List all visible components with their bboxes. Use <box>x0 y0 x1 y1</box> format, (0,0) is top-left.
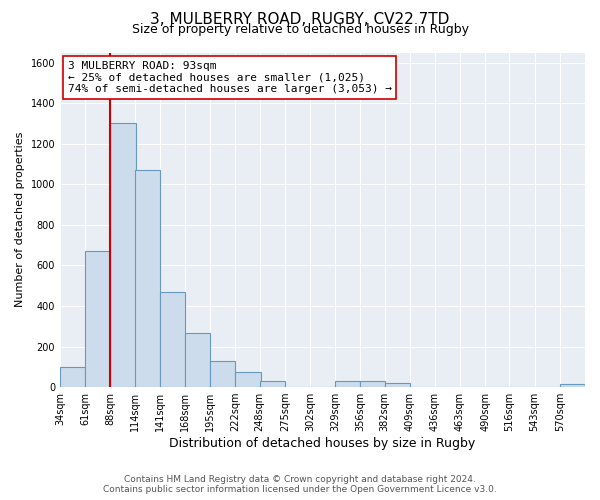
Text: Size of property relative to detached houses in Rugby: Size of property relative to detached ho… <box>131 22 469 36</box>
Bar <box>160 292 185 387</box>
X-axis label: Distribution of detached houses by size in Rugby: Distribution of detached houses by size … <box>169 437 476 450</box>
Bar <box>335 381 360 387</box>
Bar <box>185 334 210 387</box>
Bar <box>385 383 410 387</box>
Bar <box>110 124 136 387</box>
Text: 3 MULBERRY ROAD: 93sqm
← 25% of detached houses are smaller (1,025)
74% of semi-: 3 MULBERRY ROAD: 93sqm ← 25% of detached… <box>68 61 392 94</box>
Text: Contains HM Land Registry data © Crown copyright and database right 2024.
Contai: Contains HM Land Registry data © Crown c… <box>103 474 497 494</box>
Bar <box>235 372 260 387</box>
Y-axis label: Number of detached properties: Number of detached properties <box>15 132 25 308</box>
Bar <box>60 367 85 387</box>
Text: 3, MULBERRY ROAD, RUGBY, CV22 7TD: 3, MULBERRY ROAD, RUGBY, CV22 7TD <box>151 12 449 28</box>
Bar <box>260 381 285 387</box>
Bar <box>134 170 160 387</box>
Bar <box>560 384 585 387</box>
Bar <box>85 251 110 387</box>
Bar <box>210 360 235 387</box>
Bar <box>360 381 385 387</box>
